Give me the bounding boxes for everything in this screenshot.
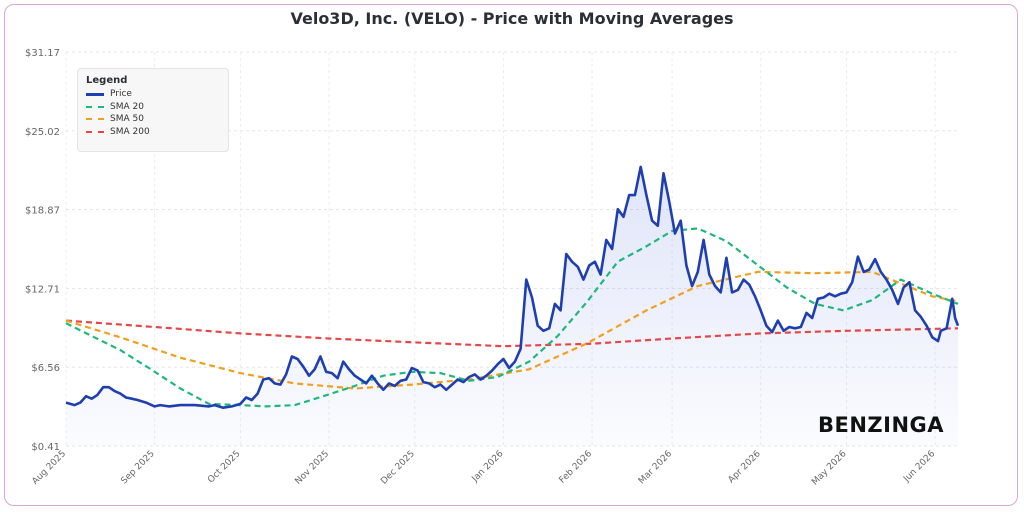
chart-legend: Legend Price SMA 20 SMA 50 SMA 200 — [77, 68, 229, 152]
legend-label-sma200: SMA 200 — [110, 126, 150, 137]
y-tick-label: $12.71 — [25, 284, 60, 295]
legend-label-price: Price — [110, 89, 132, 100]
legend-label-sma20: SMA 20 — [110, 101, 144, 112]
x-tick-label: Mar 2026 — [637, 449, 674, 486]
price-area — [66, 166, 958, 446]
legend-item-sma200: SMA 200 — [86, 126, 220, 139]
y-tick-label: $18.87 — [25, 206, 60, 217]
legend-title: Legend — [86, 75, 128, 86]
legend-swatch-sma200 — [86, 130, 104, 133]
x-tick-label: Jan 2026 — [470, 449, 506, 485]
y-tick-label: $25.02 — [25, 127, 60, 138]
benzinga-logo: BENZINGA — [818, 413, 945, 437]
x-tick-label: Oct 2025 — [206, 449, 242, 485]
series-line-sma200 — [65, 319, 959, 348]
y-tick-label: $31.17 — [25, 48, 60, 59]
legend-item-sma50: SMA 50 — [86, 113, 220, 126]
legend-item-price: Price — [86, 88, 220, 101]
legend-item-sma20: SMA 20 — [86, 101, 220, 114]
legend-label-sma50: SMA 50 — [110, 114, 144, 125]
legend-swatch-sma50 — [86, 118, 104, 121]
x-tick-label: Dec 2025 — [379, 449, 417, 487]
x-tick-label: Sep 2025 — [119, 449, 156, 486]
series-line-sma20 — [65, 227, 959, 408]
chart-title: Velo3D, Inc. (VELO) - Price with Moving … — [290, 9, 734, 28]
y-tick-label: $6.56 — [31, 363, 60, 374]
y-tick-label: $0.41 — [31, 442, 60, 453]
x-tick-label: Feb 2026 — [558, 449, 595, 486]
x-tick-label: May 2026 — [810, 449, 849, 488]
series-line-price — [65, 165, 960, 409]
x-tick-label: Jun 2026 — [901, 449, 937, 485]
x-tick-label: Apr 2026 — [727, 449, 763, 485]
x-tick-label: Nov 2025 — [293, 449, 331, 487]
legend-swatch-sma20 — [86, 105, 104, 108]
x-tick-label: Aug 2025 — [30, 449, 68, 487]
legend-swatch-price — [86, 92, 104, 96]
series-line-sma50 — [65, 270, 959, 390]
